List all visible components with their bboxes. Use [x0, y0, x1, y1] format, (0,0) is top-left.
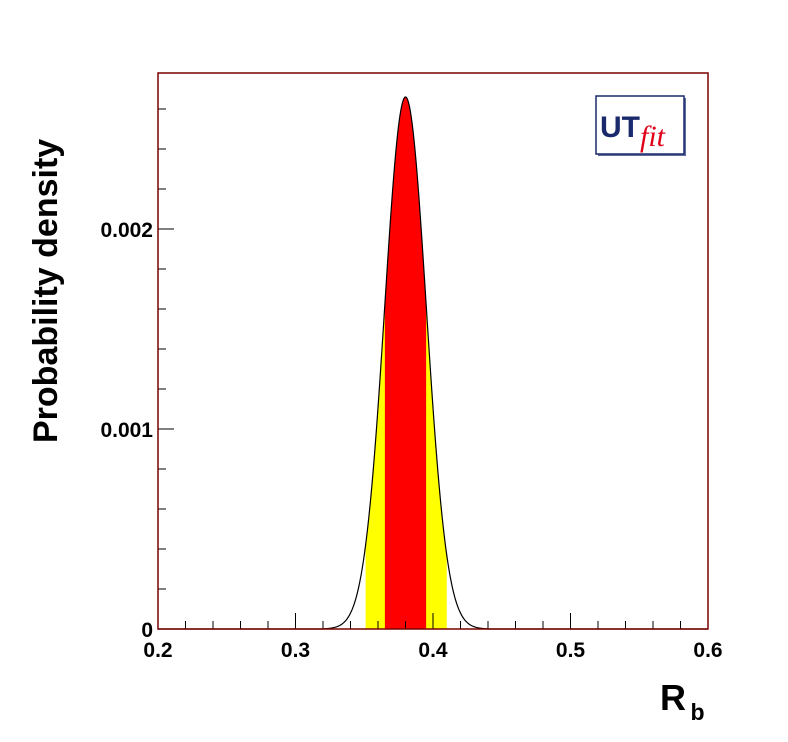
x-axis-label: R b	[660, 677, 705, 725]
x-tick-label: 0.5	[556, 639, 586, 662]
x-tick-label: 0.6	[693, 639, 722, 662]
x-axis-label-main: R	[660, 677, 686, 718]
interval-fill-68	[384, 97, 427, 629]
utfit-logo: UT fit	[595, 95, 686, 156]
plot-frame	[157, 72, 709, 630]
y-axis-label: Probability density	[27, 139, 65, 443]
y-tick-label: 0.002	[100, 219, 153, 242]
confidence-fills	[365, 97, 447, 629]
x-tick-label: 0.3	[281, 639, 310, 662]
axis-ticks: 0.2 0.3 0.4 0.5 0.6 0 0.001 0.002	[100, 108, 723, 662]
x-axis-label-sub: b	[690, 699, 704, 725]
logo-fit-text: fit	[640, 120, 666, 153]
y-tick-label: 0	[141, 619, 153, 642]
x-tick-label: 0.4	[418, 639, 448, 662]
logo-ut-text: UT	[600, 111, 640, 144]
x-tick-label: 0.2	[143, 639, 172, 662]
y-tick-label: 0.001	[100, 419, 153, 442]
